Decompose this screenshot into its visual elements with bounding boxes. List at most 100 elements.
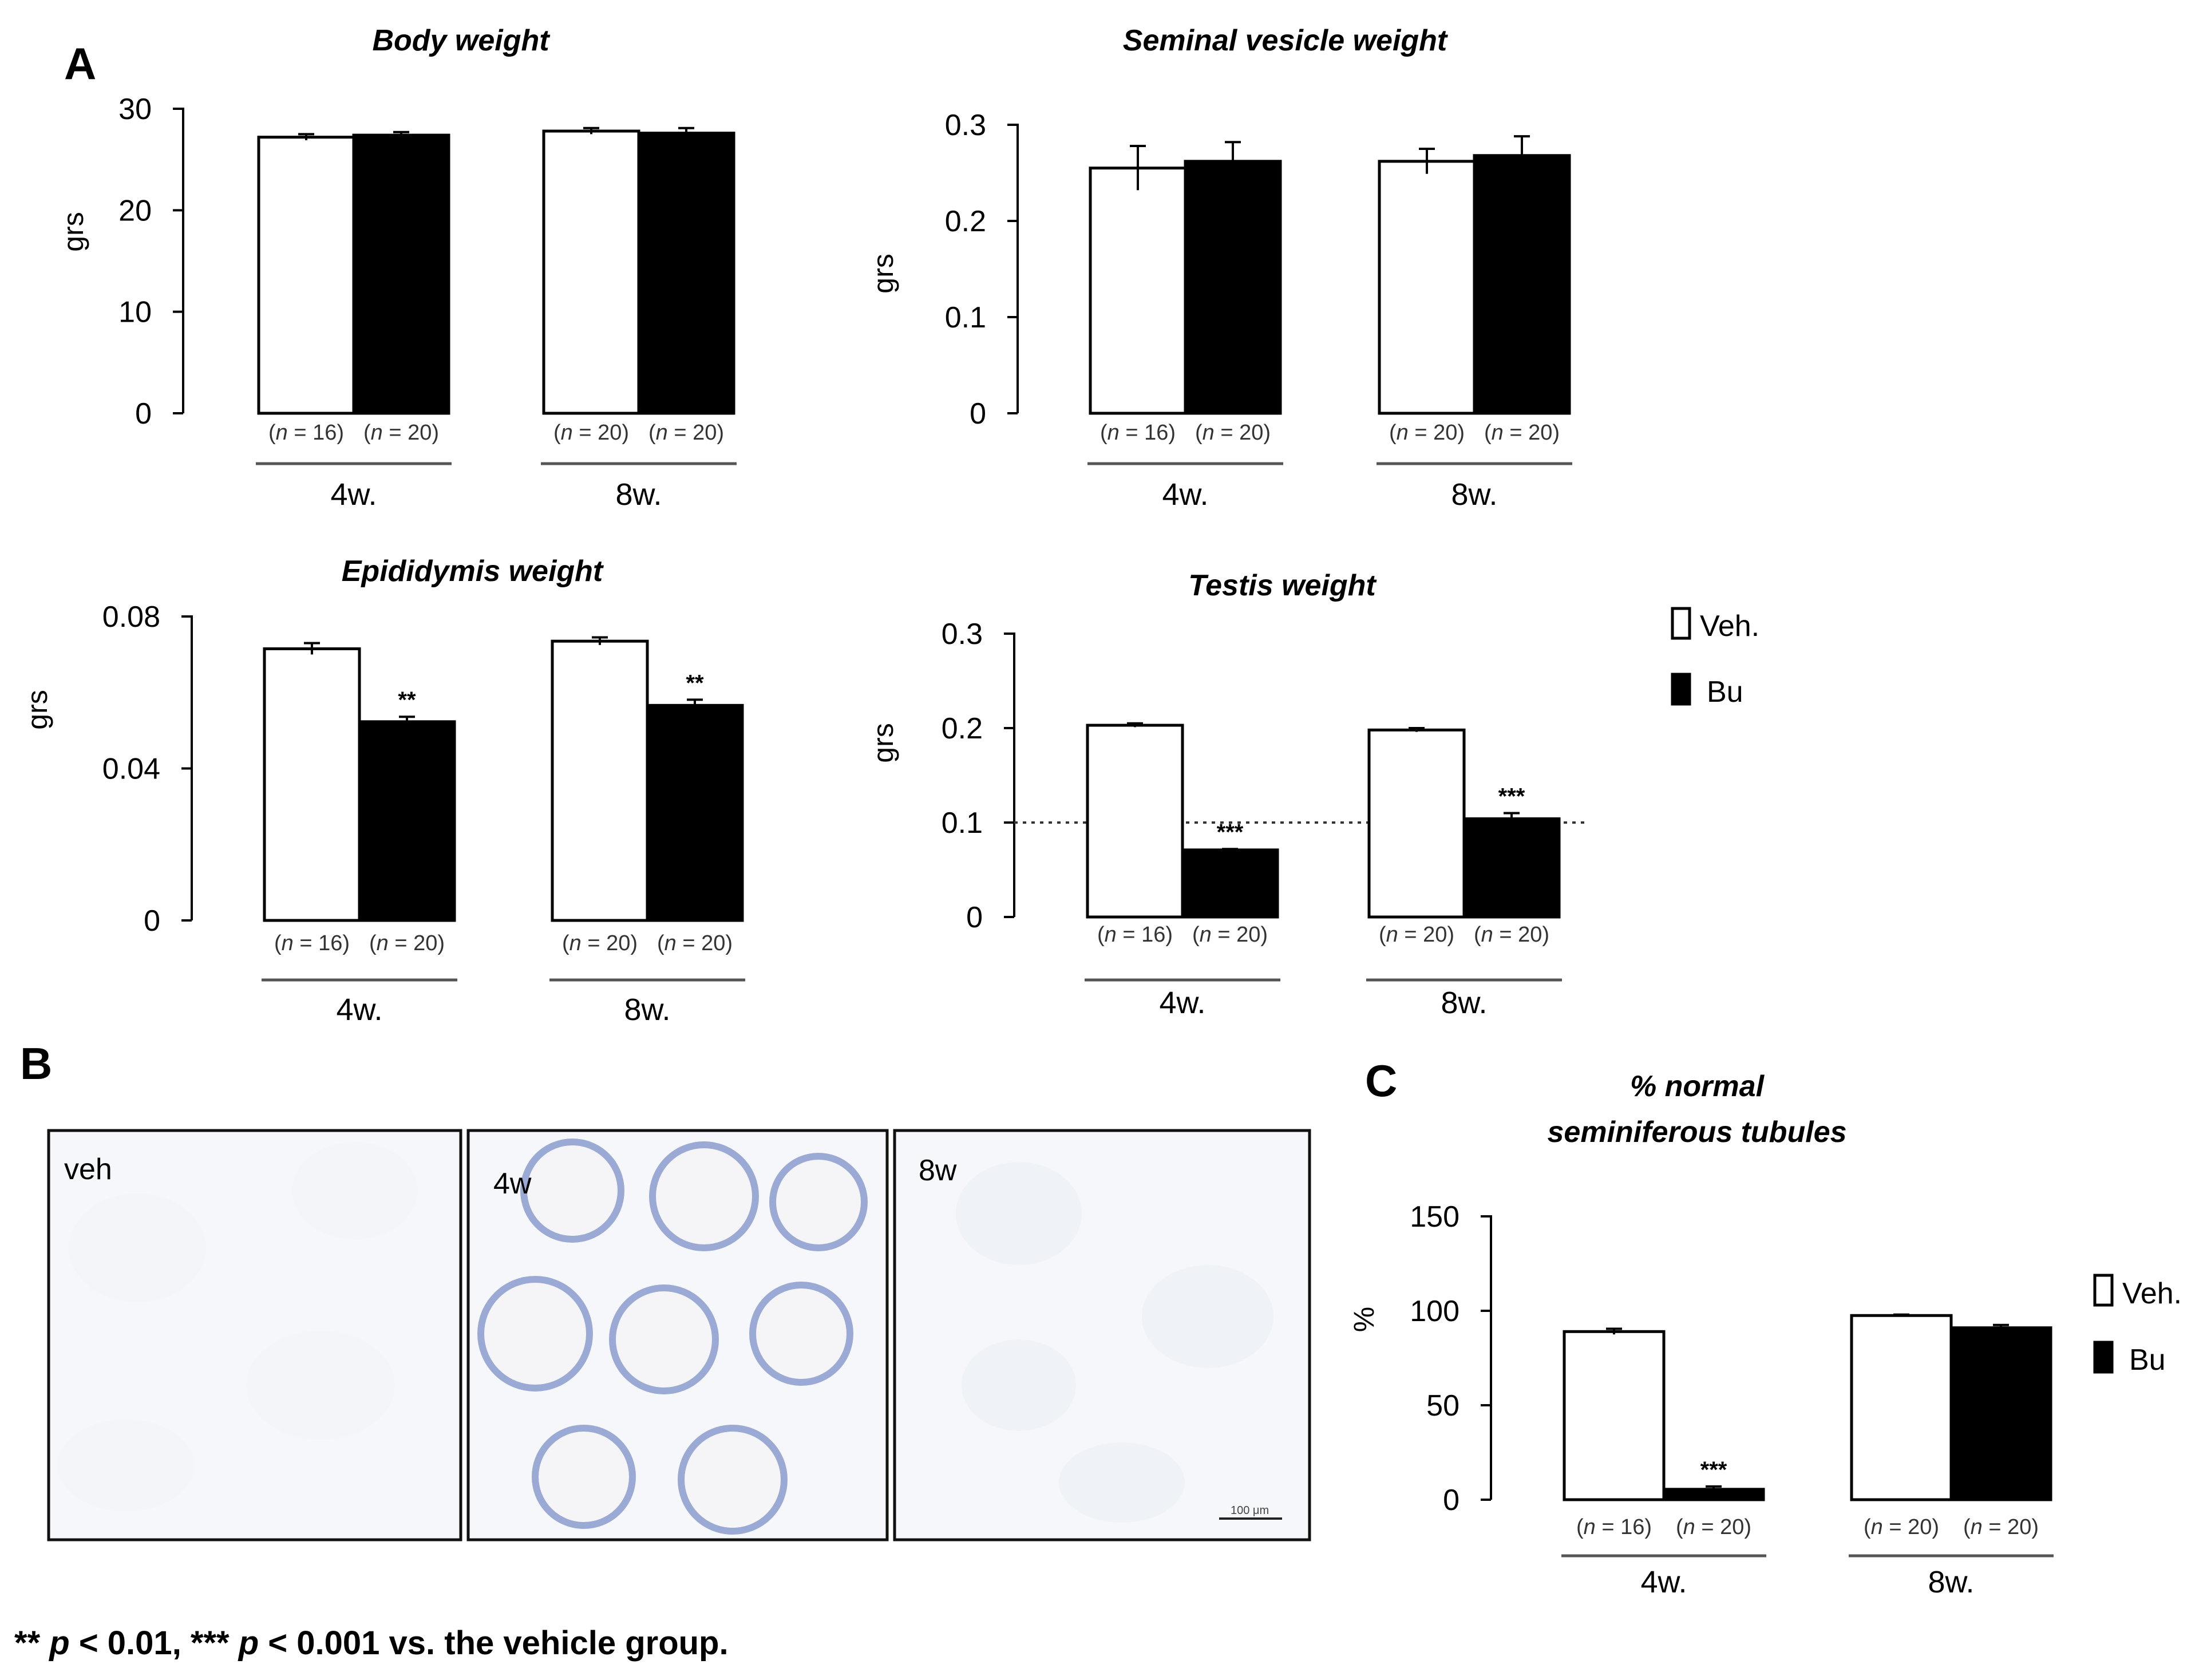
y-axis-label: grs — [867, 254, 899, 293]
chart-title: Testis weight — [1188, 569, 1377, 602]
y-tick-label: 0 — [144, 904, 160, 938]
bar-busulfan — [637, 132, 735, 415]
tubule-lumen — [1142, 1265, 1273, 1368]
empty-tubule — [532, 1425, 636, 1529]
y-tick-label: 0 — [135, 397, 152, 430]
sample-size-label: (n = 20) — [1379, 923, 1454, 947]
legend-label-busulfan: Bu — [2129, 1343, 2166, 1377]
micrograph-label: 8w — [919, 1154, 957, 1187]
tubule-lumen — [292, 1142, 418, 1239]
bar-vehicle — [551, 639, 649, 922]
panel-letter-b: B — [20, 1038, 52, 1089]
y-axis-label: grs — [867, 723, 899, 762]
panel-letter-a: A — [64, 38, 96, 89]
sample-size-label: (n = 16) — [274, 931, 350, 955]
y-axis-label: % — [1348, 1307, 1380, 1332]
y-tick-label: 50 — [1426, 1389, 1460, 1422]
y-tick-label: 0.2 — [945, 205, 986, 238]
bar-vehicle — [1089, 167, 1187, 415]
footnote-part: < 0.01, *** — [70, 1624, 239, 1662]
sample-size-label: (n = 20) — [1192, 923, 1268, 947]
tubule-lumen — [1059, 1442, 1185, 1523]
tubule-lumen — [246, 1331, 395, 1440]
sample-size-label: (n = 20) — [553, 421, 629, 445]
sample-size-label: (n = 20) — [1676, 1515, 1751, 1539]
legend-panel-a: Veh. Bu — [1671, 607, 1759, 709]
group-label: 4w. — [1159, 986, 1205, 1020]
y-tick-label: 0 — [1443, 1484, 1460, 1517]
sample-size-label: (n = 20) — [1484, 421, 1560, 445]
y-tick-label: 0 — [970, 397, 986, 430]
significance-marker: *** — [1217, 820, 1244, 845]
legend-label-vehicle: Veh. — [2122, 1277, 2182, 1310]
empty-tubule — [520, 1139, 624, 1243]
sample-size-label: (n = 20) — [363, 421, 439, 445]
sample-size-label: (n = 20) — [1195, 421, 1271, 445]
sample-size-label: (n = 20) — [1864, 1515, 1939, 1539]
bar-vehicle — [257, 136, 355, 415]
legend-swatch-vehicle — [1671, 607, 1691, 640]
group-label: 4w. — [1162, 477, 1208, 512]
significance-footnote: ** p < 0.01, *** p < 0.001 vs. the vehic… — [14, 1624, 729, 1662]
legend-panel-c: Veh. Bu — [2093, 1274, 2182, 1377]
bar-busulfan — [352, 133, 450, 415]
y-tick-label: 0.1 — [942, 807, 983, 840]
empty-tubule — [477, 1276, 593, 1392]
normal-tubules-chart: % normal seminiferous tubules% 0 50 100 150 (n… — [1348, 1070, 2054, 1599]
sample-size-label: (n = 16) — [1100, 421, 1176, 445]
legend-swatch-busulfan — [1671, 673, 1691, 706]
sample-size-label: (n = 20) — [657, 931, 733, 955]
footnote-p-symbol: p — [48, 1624, 69, 1662]
tubule-lumen — [962, 1339, 1076, 1431]
tubule-lumen — [956, 1162, 1082, 1265]
micrograph-4w: 4w — [466, 1129, 889, 1541]
y-tick-label: 20 — [118, 194, 152, 227]
y-tick-label: 10 — [118, 296, 152, 329]
empty-tubule — [678, 1425, 788, 1535]
chart-subtitle: seminiferous tubules — [1548, 1116, 1847, 1149]
footnote-part: < 0.001 vs. the vehicle group. — [259, 1624, 728, 1662]
footnote-p-symbol: p — [238, 1624, 259, 1662]
y-axis-label: grs — [21, 690, 53, 729]
legend-label-busulfan: Bu — [1707, 675, 1743, 709]
epididymis-weight-chart: Epididymis weight grs 0 0.04 0.08 (n = 16) ** (… — [21, 555, 745, 1027]
bar-vehicle — [263, 647, 361, 922]
sample-size-label: (n = 20) — [1389, 421, 1465, 445]
chart-title: Seminal vesicle weight — [1123, 24, 1449, 57]
footnote-part: ** — [14, 1624, 49, 1662]
bar-busulfan — [1184, 160, 1282, 415]
legend-swatch-vehicle — [2093, 1274, 2114, 1307]
y-tick-label: 0.2 — [942, 712, 983, 745]
sample-size-label: (n = 16) — [1097, 923, 1173, 947]
significance-marker: *** — [1498, 784, 1525, 809]
empty-tubule — [609, 1284, 719, 1394]
micrograph-8w: 8w 100 μm — [893, 1129, 1311, 1541]
bar-vehicle — [1563, 1330, 1666, 1501]
testis-weight-chart: Testis weight grs 0 0.1 0.2 0.3 (n = 16) *** (n … — [867, 569, 1588, 1020]
bar-busulfan — [358, 720, 456, 922]
group-label: 8w. — [624, 993, 670, 1027]
y-tick-label: 0.1 — [945, 301, 986, 334]
y-tick-label: 100 — [1410, 1295, 1460, 1328]
y-tick-label: 150 — [1410, 1200, 1460, 1234]
y-tick-label: 0.08 — [102, 600, 160, 634]
sample-size-label: (n = 16) — [268, 421, 344, 445]
bar-vehicle — [1367, 728, 1466, 919]
bar-vehicle — [1378, 160, 1476, 415]
group-label: 4w. — [1640, 1565, 1687, 1599]
group-label: 8w. — [1451, 477, 1497, 512]
bar-busulfan — [1473, 154, 1571, 415]
empty-tubule — [749, 1282, 853, 1386]
bar-vehicle — [1850, 1314, 1953, 1501]
tubule-lumen — [57, 1420, 195, 1511]
seminal-vesicle-weight-chart: Seminal vesicle weight grs 0 0.1 0.2 0.3 (n = … — [867, 24, 1572, 512]
sample-size-label: (n = 20) — [562, 931, 638, 955]
y-axis-label: grs — [57, 212, 89, 251]
y-tick-label: 0.3 — [942, 618, 983, 651]
chart-title: Epididymis weight — [342, 555, 604, 588]
bar-vehicle — [1086, 724, 1184, 919]
bar-busulfan — [1181, 848, 1279, 919]
sample-size-label: (n = 16) — [1576, 1515, 1652, 1539]
sample-size-label: (n = 20) — [1963, 1515, 2039, 1539]
sample-size-label: (n = 20) — [369, 931, 445, 955]
